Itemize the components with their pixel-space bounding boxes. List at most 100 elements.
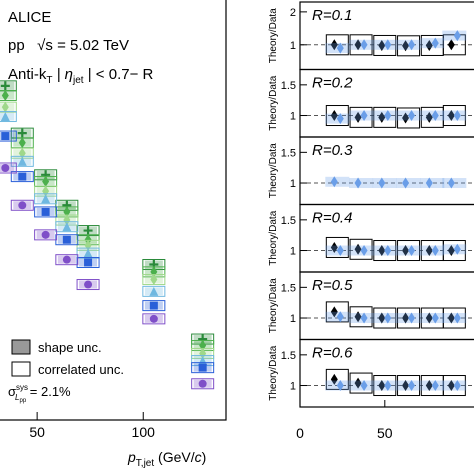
marker	[360, 380, 368, 392]
marker	[431, 380, 439, 392]
marker	[150, 274, 158, 286]
marker	[354, 39, 362, 51]
x-label-part: T,jet	[136, 458, 155, 469]
marker	[18, 172, 27, 181]
correlated-unc-box	[34, 206, 58, 218]
marker	[330, 39, 338, 51]
marker	[149, 314, 158, 323]
uncertainty-box	[349, 34, 373, 56]
y-axis-label: Theory/Data	[268, 345, 279, 400]
x-tick-label: 100	[132, 424, 156, 440]
y-tick-label: 1.5	[281, 147, 296, 159]
correlated-unc-box	[142, 300, 166, 312]
correlated-unc-box	[34, 229, 58, 241]
correlated-unc-box	[191, 378, 215, 390]
uncertainty-box	[373, 240, 397, 262]
marker	[0, 112, 10, 122]
correlated-unc-box	[10, 171, 34, 183]
uncertainty-box	[349, 238, 373, 260]
uncertainty-box	[442, 307, 466, 329]
marker	[378, 39, 386, 51]
x-label-part: p	[127, 449, 136, 465]
marker	[62, 255, 71, 264]
legend-swatch	[11, 339, 31, 355]
x-tick-label: 50	[29, 424, 45, 440]
x-tick-label: 50	[377, 425, 393, 441]
marker	[83, 226, 93, 236]
marker	[149, 286, 159, 296]
marker	[336, 42, 344, 54]
marker	[354, 243, 362, 255]
uncertainty-box	[373, 34, 397, 56]
marker	[378, 177, 386, 189]
x-label-part: (GeV/	[154, 449, 195, 465]
y-tick-label: 1	[290, 381, 296, 393]
marker	[425, 245, 433, 257]
marker	[62, 235, 71, 244]
marker	[431, 37, 439, 49]
marker	[447, 177, 455, 189]
marker	[453, 380, 461, 392]
marker	[336, 113, 344, 125]
marker	[447, 245, 455, 257]
correlated-unc-box	[142, 285, 166, 297]
marker	[0, 81, 10, 91]
marker	[41, 230, 50, 239]
marker	[378, 380, 386, 392]
panel-label: R=0.4	[312, 210, 352, 227]
x-label-part: )	[202, 449, 207, 465]
y-tick-label: 1.5	[281, 215, 296, 227]
marker	[447, 110, 455, 122]
marker	[336, 311, 344, 323]
correlated-unc-box	[0, 130, 17, 142]
marker	[330, 241, 338, 253]
panel-frame	[299, 338, 474, 408]
marker	[447, 380, 455, 392]
uncertainty-box	[373, 375, 397, 397]
y-axis-label: Theory/Data	[268, 8, 279, 63]
lumi-part: sys	[16, 383, 28, 392]
marker	[354, 311, 362, 323]
y-tick-label: 1	[290, 246, 296, 258]
marker	[453, 312, 461, 324]
marker	[41, 194, 51, 204]
marker	[402, 40, 410, 52]
marker	[408, 39, 416, 51]
marker	[1, 164, 10, 172]
legend-label: correlated unc.	[38, 362, 124, 377]
marker	[360, 39, 368, 51]
marker	[453, 110, 461, 122]
uncertainty-box	[325, 301, 349, 323]
correlated-unc-box	[142, 313, 166, 325]
marker	[425, 39, 433, 51]
marker	[84, 280, 93, 289]
system-label: pp √s = 5.02 TeV	[8, 37, 129, 54]
correlated-unc-box	[76, 256, 100, 268]
marker	[18, 137, 26, 149]
marker	[384, 110, 392, 122]
panel-label: R=0.5	[312, 277, 353, 294]
correlated-unc-box	[191, 362, 215, 374]
y-axis-label: Theory/Data	[268, 210, 279, 265]
uncertainty-box	[442, 375, 466, 397]
marker	[402, 245, 410, 257]
marker	[354, 377, 362, 389]
uncertainty-box	[442, 105, 466, 127]
correlated-unc-box	[55, 221, 79, 233]
y-tick-label: 2	[290, 7, 296, 19]
marker	[360, 312, 368, 324]
marker	[447, 39, 455, 51]
marker	[84, 234, 92, 246]
selection-part: jet	[72, 75, 84, 86]
marker	[384, 39, 392, 51]
marker	[384, 312, 392, 324]
marker	[431, 312, 439, 324]
marker	[17, 128, 27, 138]
correlated-unc-box	[76, 279, 100, 291]
marker	[425, 380, 433, 392]
marker	[1, 89, 9, 101]
uncertainty-box	[373, 106, 397, 128]
marker	[336, 380, 344, 392]
uncertainty-box	[442, 240, 466, 262]
marker	[62, 222, 72, 232]
